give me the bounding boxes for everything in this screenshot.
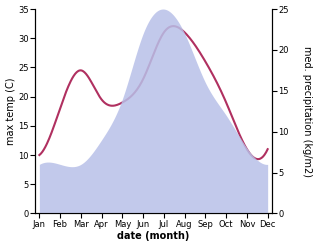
Y-axis label: max temp (C): max temp (C): [5, 78, 16, 145]
X-axis label: date (month): date (month): [117, 231, 190, 242]
Y-axis label: med. precipitation (kg/m2): med. precipitation (kg/m2): [302, 46, 313, 177]
